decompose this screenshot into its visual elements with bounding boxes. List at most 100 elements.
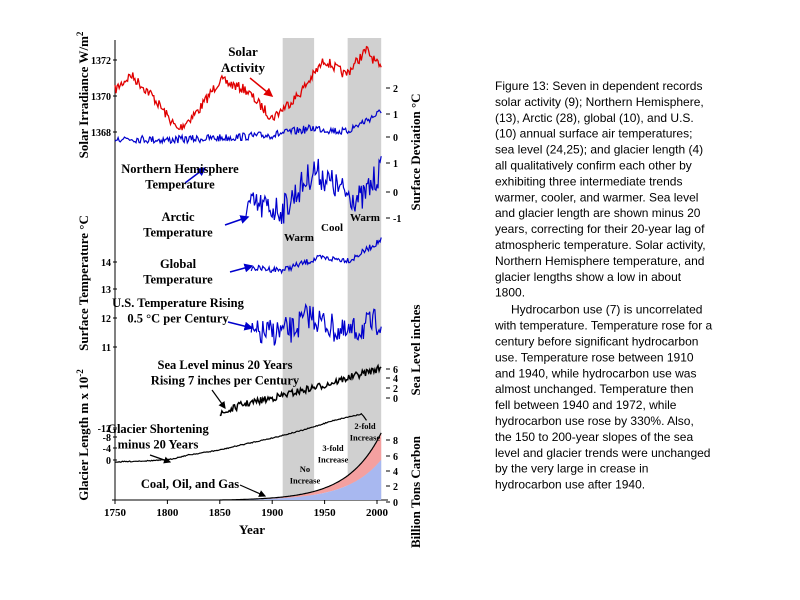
- caption-line: glacier lengths show a low in about: [495, 270, 682, 284]
- carbon-line: [219, 432, 382, 501]
- y-tick-label: 1372: [91, 56, 111, 67]
- y2-tick-label: -1: [393, 214, 401, 225]
- caption-line: all qualitatively confirm each other by: [495, 159, 692, 173]
- caption-line: hydrocarbon use rose by 330%. Also,: [495, 414, 694, 428]
- label-sup: 2: [75, 31, 85, 36]
- annotation: Rising 7 inches per Century: [151, 374, 300, 388]
- coal-area: [219, 459, 382, 500]
- arctic-line: [245, 156, 382, 224]
- annotation: minus 20 Years: [118, 438, 199, 452]
- sea-level-line: [219, 363, 382, 417]
- y-tick-label: 1368: [91, 128, 111, 139]
- y-tick-label: 13: [101, 285, 111, 296]
- annotation: Sea Level minus 20 Years: [158, 358, 293, 372]
- annotation: Warm: [284, 232, 314, 244]
- caption-line: and glacier length are shown minus 20: [495, 206, 701, 220]
- y-axis-label: Glacier Length m x 10-2: [75, 369, 91, 501]
- y2-tick-label: 4: [393, 374, 398, 385]
- caption-line: century before significant hydrocarbon: [495, 335, 698, 349]
- annotation: Arctic: [161, 210, 195, 224]
- y-tick-label: -8: [103, 433, 111, 444]
- arrow: [224, 215, 250, 226]
- annotation: Increase: [318, 455, 349, 465]
- annotation: No: [300, 464, 310, 474]
- y2-tick-label: 2: [393, 482, 398, 493]
- annotation: Cool: [321, 222, 343, 234]
- y-tick-label: 14: [101, 258, 111, 269]
- arrow: [227, 321, 254, 331]
- annotation: 0.5 °C per Century: [127, 312, 229, 326]
- caption-line: fell between 1940 and 1972, while: [495, 398, 677, 412]
- caption-line: by the very large in crease in: [495, 462, 648, 476]
- label-text: Solar Irradiance W/m: [76, 36, 91, 158]
- caption-line: 1800.: [495, 286, 525, 300]
- label-sup: -2: [75, 369, 85, 377]
- y2-tick-label: 2: [393, 384, 398, 395]
- caption-line: and 1940, while hydrocarbon use was: [495, 366, 696, 380]
- annotation: U.S. Temperature Rising: [112, 296, 244, 310]
- caption-line: Northern Hemisphere temperature, and: [495, 254, 704, 268]
- caption-line: with temperature. Temperature rose for a: [494, 319, 713, 333]
- annotation: Warm: [350, 212, 380, 224]
- period-band: [282, 38, 315, 500]
- y2-tick-label: 6: [393, 452, 398, 463]
- annotation: Glacier Shortening: [107, 422, 209, 436]
- y-tick-label: -12: [98, 424, 111, 435]
- caption-line: years, correcting for their 20-year lag …: [495, 222, 705, 236]
- caption-line: Hydrocarbon use (7) is uncorrelated: [511, 303, 702, 317]
- arrow: [249, 77, 274, 97]
- annotation: Temperature: [143, 226, 213, 240]
- y2-axis-label: Billion Tons Carbon: [408, 435, 423, 548]
- y2-tick-label: 2: [393, 84, 398, 95]
- y-axis-label: Surface Temperature °C: [76, 215, 91, 351]
- caption-line: (10) annual surface air temperatures;: [495, 127, 692, 141]
- caption-line: exhibiting three intermediate trends: [495, 174, 682, 188]
- caption-line: hydrocarbon use after 1940.: [495, 478, 645, 492]
- us-line: [250, 302, 382, 346]
- arrow: [149, 454, 172, 464]
- y-tick-label: 11: [102, 343, 111, 354]
- y-tick-label: -4: [103, 444, 111, 455]
- y2-axis-label: Surface Deviation °C: [408, 93, 423, 210]
- label-text: Glacier Length m x 10: [76, 377, 91, 501]
- label-text: Surface Temperature °C: [76, 215, 91, 351]
- x-tick-label: 2000: [366, 507, 389, 519]
- y2-axis-label: Sea Level inches: [408, 305, 423, 396]
- annotation: Coal, Oil, and Gas: [141, 477, 239, 491]
- glacier-line: [114, 412, 367, 463]
- annotation: Northern Hemisphere: [121, 162, 239, 176]
- caption-line: solar activity (9); Northern Hemisphere,: [495, 95, 704, 109]
- oil-area: [219, 432, 382, 500]
- arrow: [184, 167, 207, 184]
- x-axis-label: Year: [239, 522, 265, 537]
- y2-tick-label: 0: [393, 188, 398, 199]
- y-tick-label: 1370: [91, 92, 111, 103]
- caption-line: warmer, cooler, and warmer. Sea level: [494, 190, 698, 204]
- x-tick-label: 1800: [156, 507, 179, 519]
- y2-tick-label: 1: [393, 159, 398, 170]
- y-axis-label: Solar Irradiance W/m2: [75, 31, 91, 158]
- annotation: Activity: [221, 60, 266, 75]
- arrow: [229, 263, 254, 273]
- caption-line: Figure 13: Seven in dependent records: [495, 79, 702, 93]
- annotation: Increase: [350, 433, 381, 443]
- y2-tick-label: 0: [393, 498, 398, 509]
- x-tick-label: 1750: [104, 507, 127, 519]
- x-tick-label: 1900: [261, 507, 284, 519]
- caption: Figure 13: Seven in dependent records sol…: [494, 79, 713, 492]
- annotation: Solar: [228, 44, 258, 59]
- y2-tick-label: 6: [393, 365, 398, 376]
- arrow: [211, 389, 226, 409]
- caption-line: almost unchanged. Temperature then: [495, 382, 694, 396]
- annotation: 3-fold: [322, 443, 344, 453]
- solar-line: [114, 45, 382, 131]
- global-line: [250, 237, 382, 275]
- x-tick-label: 1850: [209, 507, 232, 519]
- y-tick-label: 0: [106, 456, 111, 467]
- y2-tick-label: 4: [393, 467, 398, 478]
- caption-line: (13), Arctic (28), global (10), and U.S.: [495, 111, 694, 125]
- nh-line: [114, 109, 382, 145]
- annotation: Global: [160, 257, 197, 271]
- y2-tick-label: 0: [393, 394, 398, 405]
